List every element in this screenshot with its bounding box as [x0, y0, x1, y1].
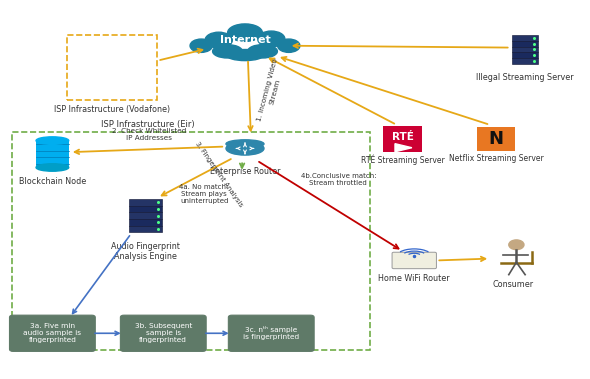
Text: 3a. Five min
audio sample is
fingerprinted: 3a. Five min audio sample is fingerprint… — [24, 323, 81, 343]
FancyBboxPatch shape — [129, 226, 162, 232]
Text: Netflix Streaming Server: Netflix Streaming Server — [448, 154, 543, 163]
Polygon shape — [395, 144, 412, 152]
FancyBboxPatch shape — [512, 47, 538, 52]
FancyBboxPatch shape — [129, 212, 162, 219]
Ellipse shape — [226, 142, 264, 155]
FancyBboxPatch shape — [129, 219, 162, 226]
FancyBboxPatch shape — [392, 252, 437, 269]
Text: 4a. No match:
Stream plays
uninterrupted: 4a. No match: Stream plays uninterrupted — [179, 184, 229, 204]
Ellipse shape — [212, 45, 242, 58]
Bar — [67, 34, 158, 100]
Text: Internet: Internet — [219, 35, 270, 45]
FancyBboxPatch shape — [9, 315, 96, 351]
Ellipse shape — [258, 31, 285, 47]
Text: 3b. Subsequent
sample is
fingerprinted: 3b. Subsequent sample is fingerprinted — [135, 323, 192, 343]
Ellipse shape — [278, 39, 300, 52]
Text: Home WiFi Router: Home WiFi Router — [378, 274, 450, 283]
FancyBboxPatch shape — [512, 41, 538, 47]
Text: RTÉ Streaming Server: RTÉ Streaming Server — [360, 155, 444, 165]
Text: N: N — [489, 130, 503, 148]
Ellipse shape — [228, 24, 263, 41]
FancyBboxPatch shape — [120, 315, 206, 351]
Ellipse shape — [36, 164, 68, 171]
FancyBboxPatch shape — [129, 199, 162, 205]
FancyBboxPatch shape — [36, 141, 68, 168]
Text: Consumer: Consumer — [493, 280, 534, 289]
Ellipse shape — [36, 137, 68, 144]
Ellipse shape — [205, 32, 232, 48]
Text: Audio Fingerprint
Analysis Engine: Audio Fingerprint Analysis Engine — [112, 242, 180, 261]
Text: Enterprise Router: Enterprise Router — [209, 167, 280, 176]
Bar — [12, 132, 371, 350]
Text: RTÉ: RTÉ — [392, 132, 414, 141]
Text: 4b.Conclusive match:
Stream throttled: 4b.Conclusive match: Stream throttled — [300, 173, 376, 186]
Text: ISP Infrastructure (Vodafone): ISP Infrastructure (Vodafone) — [54, 105, 171, 114]
Text: Blockchain Node: Blockchain Node — [19, 177, 86, 186]
Text: 3c. nᵗʰ sample
is fingerprinted: 3c. nᵗʰ sample is fingerprinted — [243, 326, 299, 340]
FancyBboxPatch shape — [512, 58, 538, 64]
Text: 1. Incoming Video
Stream: 1. Incoming Video Stream — [257, 58, 286, 124]
Ellipse shape — [190, 39, 212, 52]
FancyBboxPatch shape — [383, 126, 422, 152]
FancyBboxPatch shape — [228, 315, 314, 351]
Text: ISP Infrastructure (Eir): ISP Infrastructure (Eir) — [101, 120, 195, 128]
Ellipse shape — [226, 140, 264, 148]
Circle shape — [509, 240, 524, 250]
Ellipse shape — [248, 45, 277, 58]
FancyBboxPatch shape — [477, 127, 515, 151]
Text: 2. Check Whitelisted
IP Addresses: 2. Check Whitelisted IP Addresses — [112, 128, 186, 141]
Text: 3. Fingerprint Analysis: 3. Fingerprint Analysis — [194, 141, 244, 208]
FancyBboxPatch shape — [512, 35, 538, 41]
Text: Illegal Streaming Server: Illegal Streaming Server — [476, 73, 574, 82]
FancyBboxPatch shape — [129, 205, 162, 212]
FancyBboxPatch shape — [512, 52, 538, 58]
Ellipse shape — [227, 50, 264, 61]
